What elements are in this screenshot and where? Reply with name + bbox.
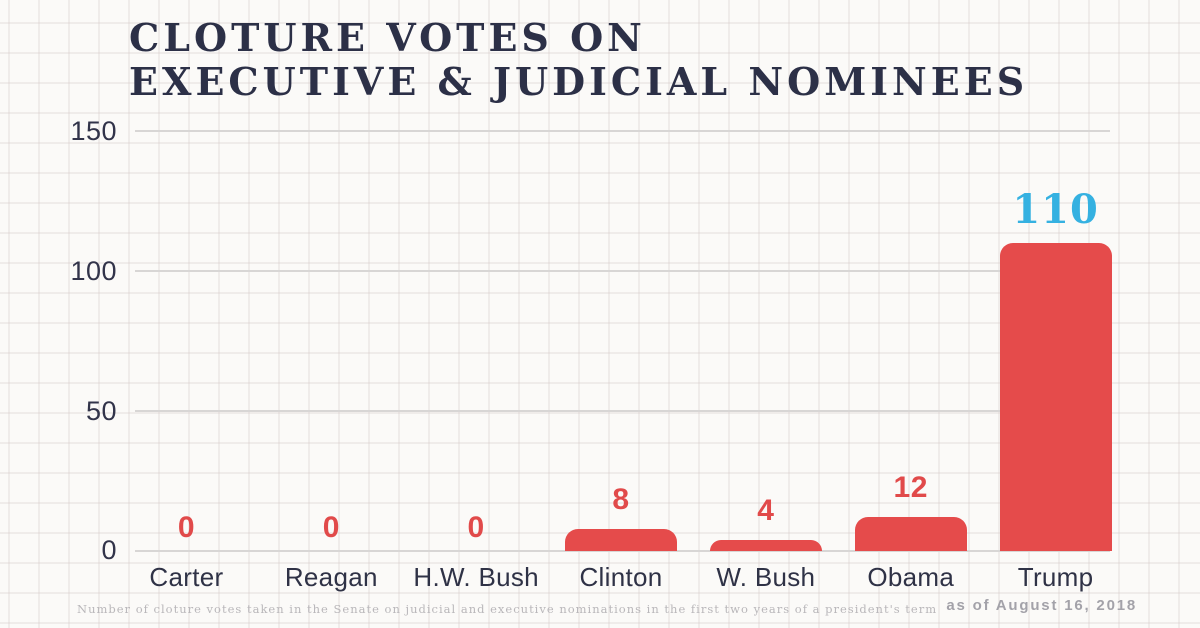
bar-series: 0 Carter 0 Reagan 0 H.W. Bush 8 Clinton … (114, 131, 1128, 593)
bar-column-carter: 0 Carter (114, 131, 259, 593)
x-axis-category-label: Carter (149, 562, 224, 592)
bar-column-reagan: 0 Reagan (259, 131, 404, 593)
bar-column-trump: 110 Trump (983, 131, 1128, 592)
y-axis-tick-labels: 150 100 50 0 (0, 116, 117, 565)
bar-value-label: 0 (322, 511, 340, 544)
chart-title-line2: EXECUTIVE & JUDICIAL NOMINEES (129, 59, 1029, 104)
bar-value-label: 4 (757, 493, 775, 527)
bar-value-label: 12 (893, 471, 928, 505)
y-tick-150: 150 (70, 116, 117, 146)
bar-column-w-bush: 4 W. Bush (693, 131, 838, 592)
bar-value-label: 0 (467, 511, 485, 544)
gridline-50 (135, 410, 1110, 412)
bar (709, 539, 822, 551)
plot-gridlines (135, 130, 1110, 552)
bar-column-obama: 12 Obama (838, 131, 983, 592)
chart-title-line1: CLOTURE VOTES ON (129, 15, 646, 60)
gridline-100 (135, 270, 1110, 272)
bar (999, 243, 1112, 551)
x-axis-category-label: W. Bush (716, 562, 816, 592)
gridline-150 (135, 130, 1110, 132)
y-tick-50: 50 (85, 396, 117, 426)
x-axis-category-label: Reagan (284, 562, 378, 592)
source-footnote: Number of cloture votes taken in the Sen… (77, 602, 938, 616)
x-axis-category-label: H.W. Bush (413, 562, 539, 592)
as-of-date: as of August 16, 2018 (946, 597, 1137, 614)
bar-value-label: 8 (612, 482, 630, 516)
y-tick-0: 0 (101, 535, 117, 565)
chart-title: CLOTURE VOTES ON EXECUTIVE & JUDICIAL NO… (129, 16, 1028, 104)
y-tick-100: 100 (70, 256, 117, 286)
x-axis-category-label: Obama (867, 562, 955, 592)
bar (854, 517, 967, 551)
bar-column-clinton: 8 Clinton (549, 131, 694, 592)
bar-column-h-w-bush: 0 H.W. Bush (404, 131, 549, 593)
gridline-0-baseline (135, 550, 1110, 552)
x-axis-category-label: Clinton (579, 562, 663, 592)
bar-value-label: 110 (1012, 186, 1099, 233)
bar-value-label: 0 (177, 511, 196, 544)
bar (565, 528, 677, 551)
x-axis-category-label: Trump (1017, 562, 1094, 592)
